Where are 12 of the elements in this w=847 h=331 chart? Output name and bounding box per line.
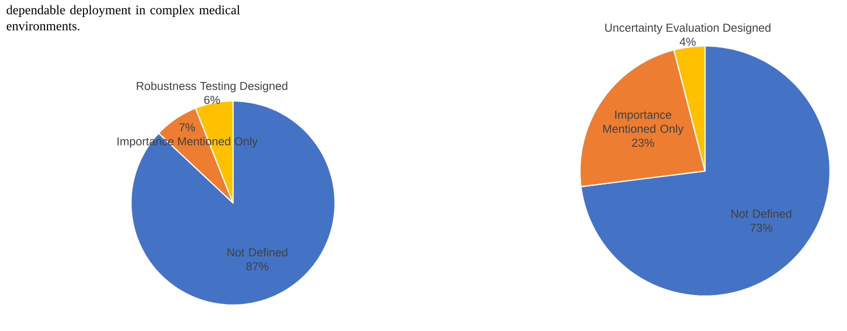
slice-label: Robustness Testing Designed bbox=[136, 82, 288, 92]
slice-label: Importance Mentioned Only bbox=[603, 110, 684, 136]
slice-label: Not Defined bbox=[732, 209, 792, 218]
data-label: 6% bbox=[204, 96, 220, 104]
slice-label: Not Defined bbox=[228, 248, 288, 256]
text: dependable deployment in complex medical environments. bbox=[6, 5, 240, 30]
data-label: 73% bbox=[750, 224, 772, 232]
data-label: 23% bbox=[632, 138, 654, 147]
data-label: 4% bbox=[680, 38, 696, 46]
data-label: 7% bbox=[179, 123, 196, 132]
data-label: 87% bbox=[246, 262, 268, 270]
slice-label: Uncertainty Evaluation Designed bbox=[605, 23, 770, 34]
